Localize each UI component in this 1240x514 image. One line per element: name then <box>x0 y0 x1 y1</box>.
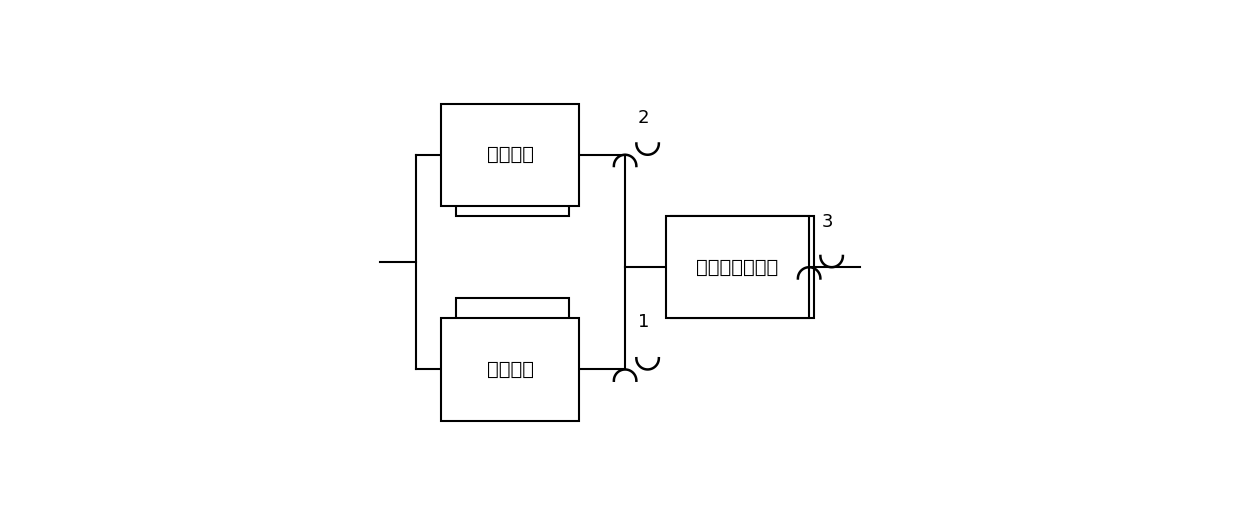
Text: 3: 3 <box>822 213 833 231</box>
Text: 限流模块: 限流模块 <box>486 339 539 359</box>
Text: 直流断路器模块: 直流断路器模块 <box>697 258 779 277</box>
Text: 1: 1 <box>637 313 650 331</box>
Text: 吸能模块: 吸能模块 <box>486 145 533 164</box>
FancyBboxPatch shape <box>671 216 815 318</box>
FancyBboxPatch shape <box>456 298 569 400</box>
Text: 2: 2 <box>637 108 650 126</box>
Text: 直流断路器模块: 直流断路器模块 <box>696 257 790 277</box>
Bar <box>441 104 579 206</box>
Text: 吸能模块: 吸能模块 <box>486 155 539 175</box>
Text: 限流模块: 限流模块 <box>486 360 533 379</box>
Bar <box>441 318 579 420</box>
Bar <box>666 216 810 318</box>
FancyBboxPatch shape <box>456 114 569 216</box>
